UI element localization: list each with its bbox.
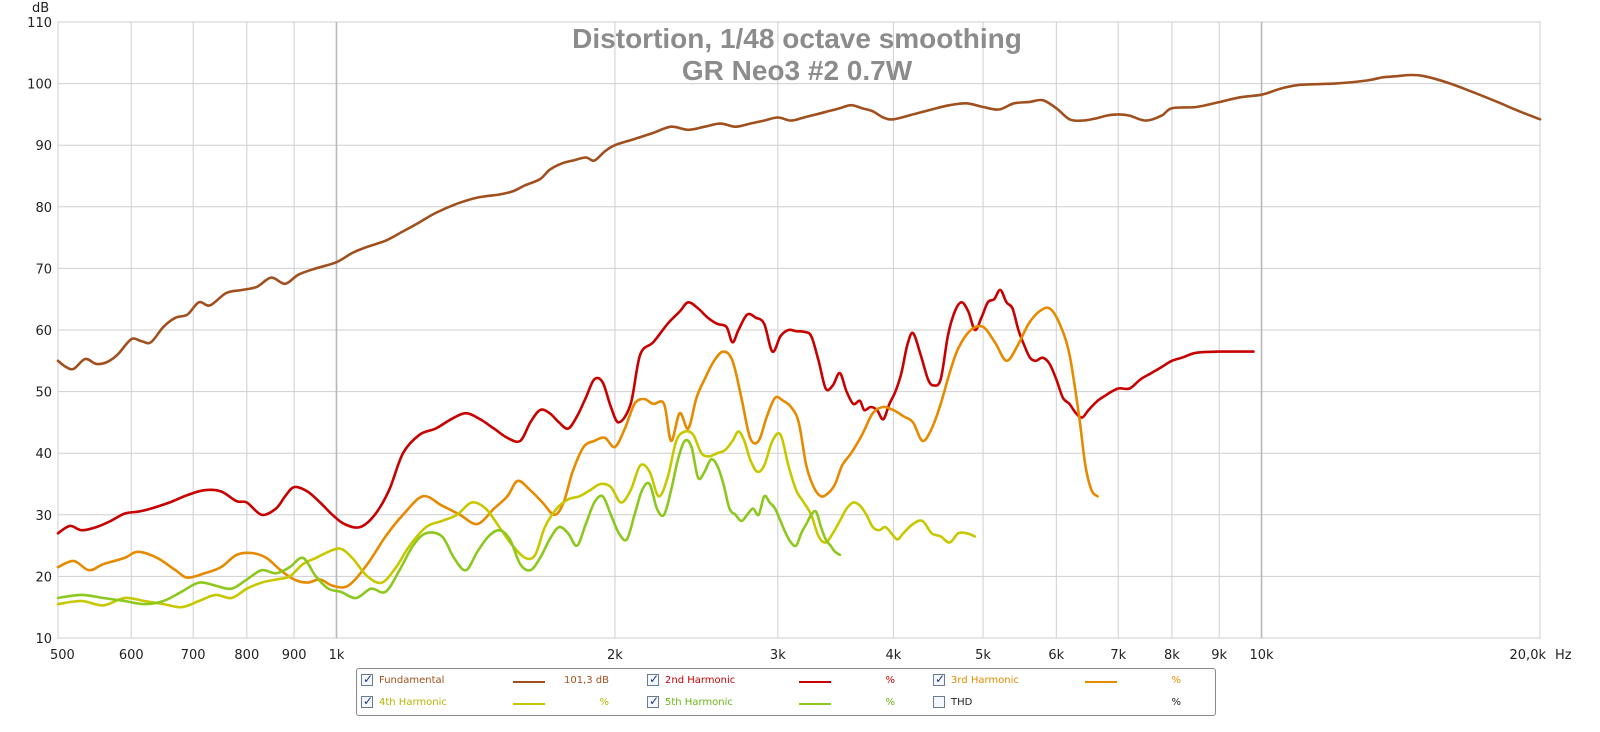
y-tick-label: 30: [35, 509, 52, 524]
legend-line-swatch: [799, 703, 831, 705]
series-line-fundamental: [56, 73, 1542, 371]
x-tick-label: 2k: [607, 648, 623, 663]
check-icon: ✓: [363, 672, 374, 686]
y-tick-label: 60: [35, 324, 52, 339]
x-axis-label: Hz: [1555, 648, 1572, 663]
x-tick-label: 600: [119, 648, 144, 663]
checkbox-2nd-harmonic[interactable]: ✓: [647, 672, 660, 686]
distortion-chart: 10 20 30 40 50 60 70 80 90 100 110 500 600 700 800 900 1…: [27, 1, 1572, 663]
checkbox-3rd-harmonic[interactable]: ✓: [933, 672, 946, 686]
x-tick-label: 700: [181, 648, 206, 663]
check-icon: ✓: [649, 672, 660, 686]
legend-value: %: [1171, 697, 1181, 708]
y-tick-label: 100: [27, 78, 52, 93]
legend-label: 5th Harmonic: [665, 697, 733, 708]
y-tick-label: 50: [35, 386, 52, 401]
x-tick-label: 6k: [1048, 648, 1064, 663]
x-tick-label: 3k: [770, 648, 786, 663]
legend-line-swatch: [799, 681, 831, 683]
series-layer: [56, 73, 1542, 609]
legend-item-5th-harmonic[interactable]: ✓ 5th Harmonic %: [643, 693, 928, 713]
x-tick-label: 20,0k: [1510, 648, 1547, 663]
legend-label: 2nd Harmonic: [665, 675, 736, 686]
x-tick-label: 900: [282, 648, 307, 663]
legend-value: %: [885, 675, 895, 686]
axis-ticks: 10 20 30 40 50 60 70 80 90 100 110 500 600 700 800 900 1…: [27, 16, 1546, 663]
grid: [57, 21, 1541, 639]
check-icon: ✓: [649, 694, 660, 708]
x-tick-label: 10k: [1249, 648, 1274, 663]
chart-title: Distortion, 1/48 octave smoothing: [572, 23, 1022, 54]
legend-label: 3rd Harmonic: [951, 675, 1019, 686]
x-tick-label: 5k: [975, 648, 991, 663]
y-axis-label: dB: [32, 1, 49, 16]
legend-line-swatch: [513, 703, 545, 705]
y-tick-label: 10: [35, 632, 52, 647]
x-tick-label: 9k: [1211, 648, 1227, 663]
legend-item-3rd-harmonic[interactable]: ✓ 3rd Harmonic %: [929, 671, 1214, 691]
chart-subtitle: GR Neo3 #2 0.7W: [682, 55, 913, 86]
x-tick-label: 4k: [886, 648, 902, 663]
legend-value: %: [885, 697, 895, 708]
legend-value: 101,3 dB: [563, 675, 609, 686]
x-tick-label: 8k: [1164, 648, 1180, 663]
checkbox-fundamental[interactable]: ✓: [361, 672, 374, 686]
checkbox-thd[interactable]: [933, 696, 945, 708]
legend-item-2nd-harmonic[interactable]: ✓ 2nd Harmonic %: [643, 671, 928, 691]
y-tick-label: 80: [35, 201, 52, 216]
y-tick-label: 40: [35, 447, 52, 462]
legend-item-thd[interactable]: THD %: [929, 693, 1214, 713]
series-line-4th-harmonic: [56, 429, 977, 609]
legend-item-fundamental[interactable]: ✓ Fundamental 101,3 dB: [357, 671, 642, 691]
checkbox-5th-harmonic[interactable]: ✓: [647, 694, 660, 708]
legend-label: Fundamental: [379, 675, 445, 686]
series-line-3rd-harmonic: [56, 306, 1099, 589]
series-line-5th-harmonic: [56, 438, 842, 606]
y-tick-label: 110: [27, 16, 52, 31]
legend-value: %: [1171, 675, 1181, 686]
y-tick-label: 20: [35, 570, 52, 585]
x-tick-label: 1k: [329, 648, 345, 663]
x-tick-label: 7k: [1110, 648, 1126, 663]
legend: ✓ Fundamental 101,3 dB ✓ 2nd Harmonic % …: [356, 668, 1216, 716]
legend-line-swatch: [1085, 681, 1117, 683]
check-icon: ✓: [935, 672, 946, 686]
legend-value: %: [599, 697, 609, 708]
y-tick-label: 90: [35, 139, 52, 154]
legend-label: 4th Harmonic: [379, 697, 447, 708]
check-icon: ✓: [363, 694, 374, 708]
checkbox-4th-harmonic[interactable]: ✓: [361, 694, 374, 708]
y-tick-label: 70: [35, 262, 52, 277]
legend-item-4th-harmonic[interactable]: ✓ 4th Harmonic %: [357, 693, 642, 713]
legend-line-swatch: [513, 681, 545, 683]
x-tick-label: 500: [50, 648, 75, 663]
legend-label: THD: [951, 697, 973, 708]
x-tick-label: 800: [234, 648, 259, 663]
series-line-2nd-harmonic: [56, 288, 1255, 535]
